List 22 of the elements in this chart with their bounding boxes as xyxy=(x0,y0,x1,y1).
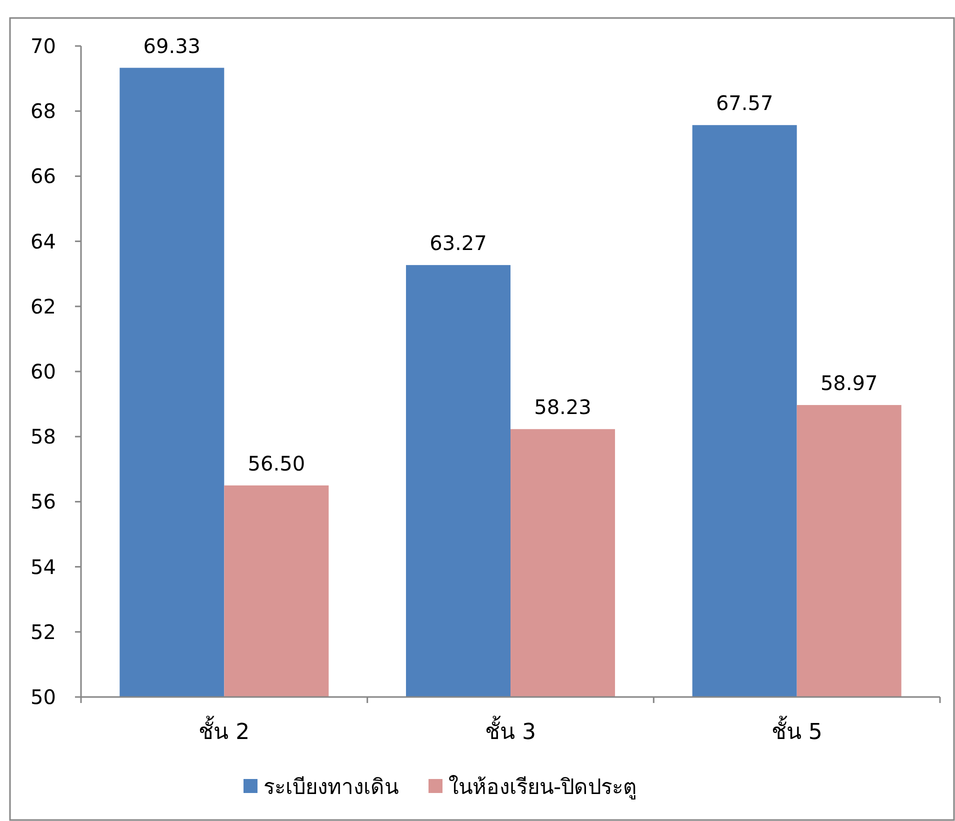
legend-label: ระเบียงทางเดิน xyxy=(264,775,398,799)
text: 56.50 xyxy=(248,451,306,476)
y-tick-label: 54 xyxy=(30,554,56,579)
legend-label: ในห้องเรียน-ปิดประตู xyxy=(448,775,638,800)
text: 69.33 xyxy=(143,34,201,58)
x-tick-label: ชั้น 5 xyxy=(771,716,822,745)
y-tick-label: 66 xyxy=(30,164,56,188)
y-tick-label: 50 xyxy=(30,685,56,709)
y-tick-label: 52 xyxy=(30,620,56,644)
x-tick-label: ชั้น 3 xyxy=(485,716,536,745)
y-tick-label: 56 xyxy=(30,490,56,514)
y-tick-label: 62 xyxy=(30,294,56,318)
text: 67.57 xyxy=(716,91,774,116)
y-tick-label: 60 xyxy=(30,360,56,384)
y-tick-label: 70 xyxy=(30,34,56,58)
text: 58.97 xyxy=(820,371,878,396)
y-tick-label: 64 xyxy=(30,229,56,254)
text: 63.27 xyxy=(430,231,487,256)
text: 58.23 xyxy=(534,395,592,420)
y-tick-label: 58 xyxy=(30,424,56,449)
y-tick-label: 68 xyxy=(30,99,56,124)
x-tick-label: ชั้น 2 xyxy=(198,716,250,745)
